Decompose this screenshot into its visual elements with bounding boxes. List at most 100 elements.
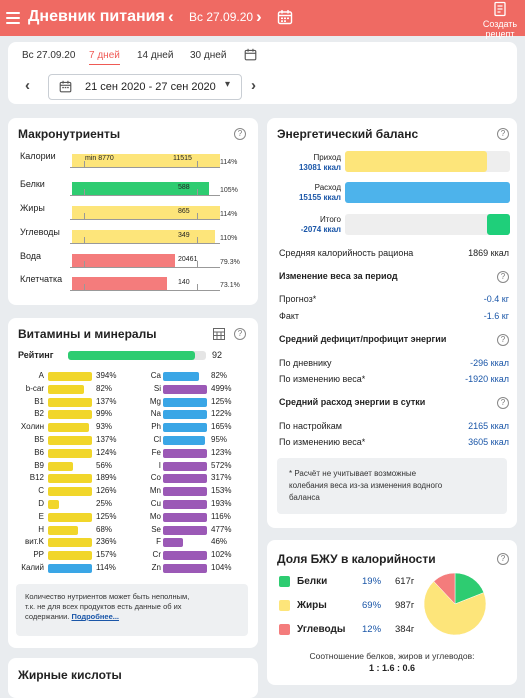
vitamin-bar xyxy=(163,525,207,535)
by-diary-value: -296 ккал xyxy=(470,358,509,368)
weight-help-icon[interactable]: ? xyxy=(497,271,509,283)
vitamin-percent: 236% xyxy=(96,537,117,547)
total-bar xyxy=(487,214,510,235)
macros-help-icon[interactable]: ? xyxy=(234,128,246,140)
vitamin-percent: 25% xyxy=(96,499,113,508)
tab-7-days[interactable]: 7 дней xyxy=(89,50,120,65)
page-title: Дневник питания xyxy=(28,8,165,25)
vitamin-percent: 126% xyxy=(96,486,117,496)
tab-30-days[interactable]: 30 дней xyxy=(190,50,227,61)
vitamin-percent: 116% xyxy=(211,511,231,521)
vitamin-percent: 193% xyxy=(211,499,232,508)
intake-label: Приход 13081 ккал xyxy=(271,153,341,173)
vitamin-percent: 122% xyxy=(211,409,232,419)
macro-bar-value: 20461 xyxy=(178,256,198,263)
vitamin-bar xyxy=(163,410,207,420)
prev-range-icon[interactable]: ‹ xyxy=(25,77,30,94)
macro-max-tick xyxy=(197,213,198,220)
macro-bar-value: 349 xyxy=(178,232,190,239)
vitamin-percent: 99% xyxy=(96,409,113,419)
by-weight-label: По изменению веса* xyxy=(279,374,366,384)
bju-title: Доля БЖУ в калорийности xyxy=(277,552,436,566)
vitamin-name: вит.K xyxy=(24,537,44,547)
next-range-icon[interactable]: › xyxy=(251,77,256,94)
macro-bar-value: 865 xyxy=(178,208,190,215)
prev-date-icon[interactable]: ‹ xyxy=(168,7,174,26)
tab-day[interactable]: Вс 27.09.20 xyxy=(22,50,76,61)
vitamin-name: E xyxy=(38,511,44,521)
avg-label: Средняя калорийность рациона xyxy=(279,248,414,258)
spend-value: 15155 ккал xyxy=(298,193,341,202)
date-range-select[interactable]: 21 сен 2020 - 27 сен 2020 ▾ xyxy=(48,74,242,100)
vitamin-bar xyxy=(48,372,92,381)
table-view-icon[interactable] xyxy=(213,328,225,340)
by-weight-value: -1920 ккал xyxy=(465,374,509,384)
energy-title: Энергетический баланс xyxy=(277,127,419,141)
energy-help-icon[interactable]: ? xyxy=(497,128,509,140)
vitamin-name: A xyxy=(38,371,44,380)
vitamin-bar xyxy=(163,512,207,522)
vitamin-percent: 95% xyxy=(211,435,228,444)
next-date-icon[interactable]: › xyxy=(256,7,262,26)
vitamin-name: Cu xyxy=(150,499,161,508)
rating-value: 92 xyxy=(212,350,223,360)
total-value: -2074 ккал xyxy=(300,225,341,234)
bju-card: Доля БЖУ в калорийности ? Белки 19% 617г Жи… xyxy=(267,540,517,685)
vitamin-name: C xyxy=(38,486,44,496)
bju-grams: 617г xyxy=(395,576,415,587)
macro-axis-line xyxy=(70,195,220,196)
vitamin-name: Cr xyxy=(152,550,161,560)
calendar-icon[interactable] xyxy=(277,9,293,25)
spend-help-icon[interactable]: ? xyxy=(497,397,509,409)
macro-bar xyxy=(72,206,221,219)
vitamin-name: D xyxy=(38,499,44,508)
vitamins-help-icon[interactable]: ? xyxy=(234,328,246,340)
vitamin-bar xyxy=(163,474,207,484)
macro-bar xyxy=(72,154,221,167)
bju-grams: 987г xyxy=(395,600,415,611)
fact-value: -1.6 кг xyxy=(483,311,509,321)
bju-color-swatch xyxy=(279,624,290,635)
vitamin-name: PP xyxy=(33,550,44,560)
vitamin-percent: 572% xyxy=(211,460,232,470)
vitamin-percent: 317% xyxy=(211,473,232,483)
period-calendar-icon[interactable] xyxy=(244,48,257,61)
vitamin-bar xyxy=(163,397,207,407)
vitamin-bar xyxy=(163,372,200,381)
vitamin-bar xyxy=(48,474,92,484)
create-recipe-button[interactable]: Создать рецепт xyxy=(478,1,522,39)
bju-name: Белки xyxy=(297,576,328,587)
macro-min-tick xyxy=(84,237,85,244)
vitamin-bar xyxy=(163,538,184,548)
macro-name: Углеводы xyxy=(20,227,60,237)
vitamin-bar xyxy=(163,551,207,561)
deficit-help-icon[interactable]: ? xyxy=(497,334,509,346)
vitamin-name: I xyxy=(158,460,161,470)
more-link[interactable]: Подробнее... xyxy=(71,612,120,621)
vitamin-name: Cl xyxy=(153,435,161,444)
rating-fill xyxy=(68,351,195,360)
vitamin-percent: 46% xyxy=(211,537,228,547)
macro-bar xyxy=(72,230,215,243)
ratio-value: 1 : 1.6 : 0.6 xyxy=(368,663,416,673)
vitamin-bar xyxy=(48,512,92,522)
date-range-text: 21 сен 2020 - 27 сен 2020 xyxy=(85,81,216,93)
vitamin-percent: 137% xyxy=(96,396,117,406)
header-date[interactable]: Вс 27.09.20 xyxy=(189,10,254,24)
intake-track xyxy=(345,151,510,172)
intake-label-text: Приход xyxy=(313,153,341,162)
vitamin-bar xyxy=(163,384,207,394)
tab-14-days[interactable]: 14 дней xyxy=(137,50,174,61)
vitamin-bar xyxy=(163,500,207,509)
menu-icon[interactable] xyxy=(6,9,20,25)
vitamin-bar xyxy=(48,384,85,394)
bju-help-icon[interactable]: ? xyxy=(497,553,509,565)
vitamin-percent: 394% xyxy=(96,371,117,380)
macro-axis-line xyxy=(70,219,220,220)
bju-name: Жиры xyxy=(297,600,327,611)
vitamin-percent: 56% xyxy=(96,460,113,470)
vitamin-bar xyxy=(48,436,92,445)
vitamin-percent: 499% xyxy=(211,383,232,393)
spend-label: Расход 15155 ккал xyxy=(271,183,341,203)
weight-title: Изменение веса за период xyxy=(279,271,398,281)
